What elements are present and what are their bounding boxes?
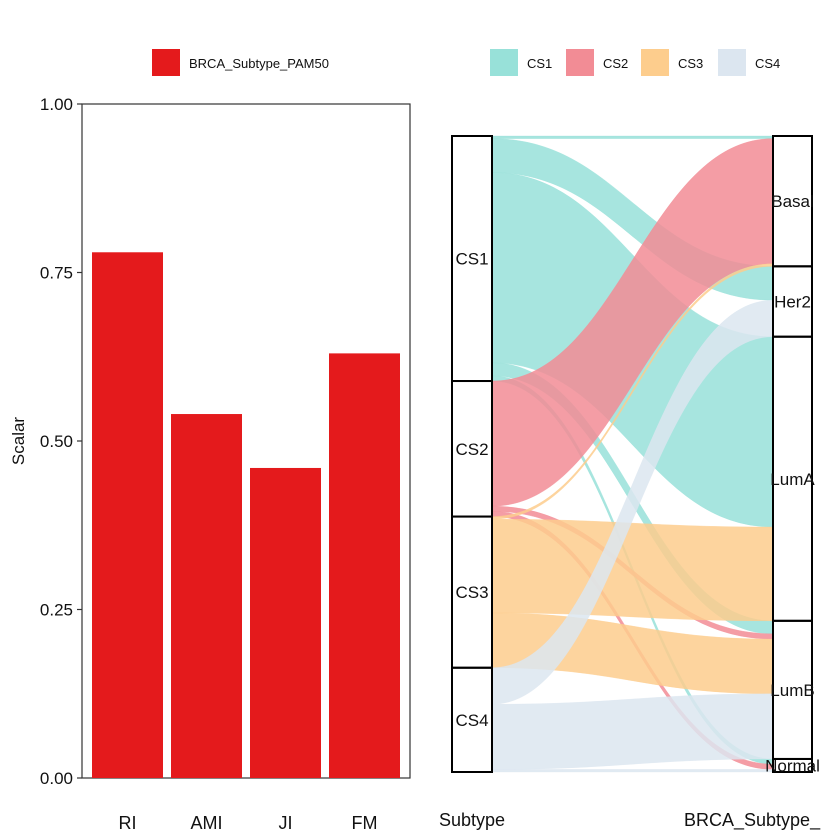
stratum-label-lumb: LumB [770,681,814,700]
x-tick-label-ji: JI [278,813,292,833]
legend-swatch-cs2 [566,49,594,76]
x-tick-label-ami: AMI [190,813,222,833]
legend-swatch-cs3 [641,49,669,76]
flow-cs4-to-lumb [491,693,774,770]
legend-swatch-cs4 [718,49,746,76]
legend-bar-chart: BRCA_Subtype_PAM50 [152,49,329,76]
alluvial-panel: CS1 CS2 CS3 CS4 Basal Her2 LumA LumB Normal Subty… [439,135,821,831]
bar-ami [171,414,242,778]
y-tick-label: 0.50 [40,432,73,451]
stratum-label-cs4: CS4 [455,711,488,730]
x-tick-label-fm: FM [352,813,378,833]
bar-ri [92,252,163,778]
stratum-label-her2: Her2 [774,293,811,312]
legend-label-cs1: CS1 [527,56,552,71]
flow-cs4-to-normal [491,769,774,773]
y-tick-label: 0.25 [40,601,73,620]
x-axis-label-brca-subtype: BRCA_Subtype_ [684,810,821,831]
legend-label-cs2: CS2 [603,56,628,71]
legend-alluvial: CS1 CS2 CS3 CS4 [490,49,780,76]
x-axis-label-subtype: Subtype [439,810,505,830]
x-tick-label-ri: RI [119,813,137,833]
stratum-left-cs4 [451,666,493,774]
legend-swatch-cs1 [490,49,518,76]
stratum-label-cs2: CS2 [455,440,488,459]
bar-fm [329,353,400,778]
legend-swatch-brca [152,49,180,76]
stratum-label-normal: Normal [765,756,820,775]
bar-ji [250,467,321,778]
stratum-label-cs3: CS3 [455,583,488,602]
y-axis-title: Scalar [9,417,28,466]
flow-cs1-to-basal [491,135,774,139]
flow-cs3-to-luma [491,518,774,622]
stratum-right-normal [772,757,813,774]
y-tick-label: 0.75 [40,264,73,283]
legend-label-cs4: CS4 [755,56,780,71]
y-tick-label: 1.00 [40,95,73,114]
legend-label-cs3: CS3 [678,56,703,71]
legend-label-brca: BRCA_Subtype_PAM50 [189,56,329,71]
stratum-label-luma: LumA [770,470,815,489]
bar-chart-panel: 0.00 0.25 0.50 0.75 1.00 RI AMI JI FM Scalar [9,95,411,833]
stratum-label-cs1: CS1 [455,250,488,269]
stratum-label-basal: Basal [771,192,814,211]
y-tick-label: 0.00 [40,769,73,788]
